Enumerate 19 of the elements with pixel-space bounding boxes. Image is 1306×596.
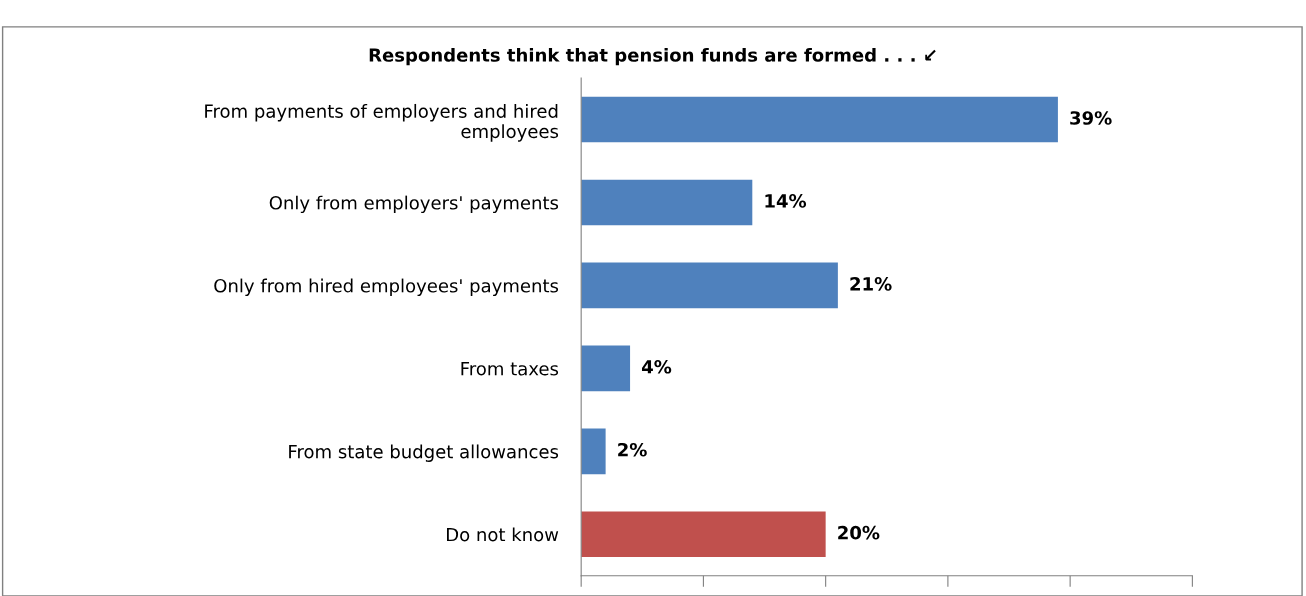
y-tick-label: From payments of employers and hired employees xyxy=(205,103,559,142)
bar xyxy=(581,179,753,226)
data-label: 39% xyxy=(1070,111,1112,125)
bar xyxy=(581,345,631,392)
y-tick-label: From state budget allowances xyxy=(289,444,559,462)
data-label: 4% xyxy=(641,359,672,374)
data-label: 20% xyxy=(838,525,880,540)
y-tick-label: Do not know xyxy=(447,527,559,542)
bar xyxy=(581,428,606,475)
data-label: 2% xyxy=(618,442,647,457)
bar xyxy=(581,511,826,558)
y-tick-label: Only from hired employees' payments xyxy=(214,278,559,297)
bar xyxy=(581,262,838,309)
chart-title: Respondents think that pension funds are formed . . . ↙ xyxy=(369,47,936,66)
y-tick-label: From taxes xyxy=(461,362,559,376)
bar xyxy=(581,96,1058,143)
data-label: 14% xyxy=(765,194,807,208)
y-tick-label: Only from employers' payments xyxy=(269,195,559,214)
data-label: 21% xyxy=(850,277,892,291)
